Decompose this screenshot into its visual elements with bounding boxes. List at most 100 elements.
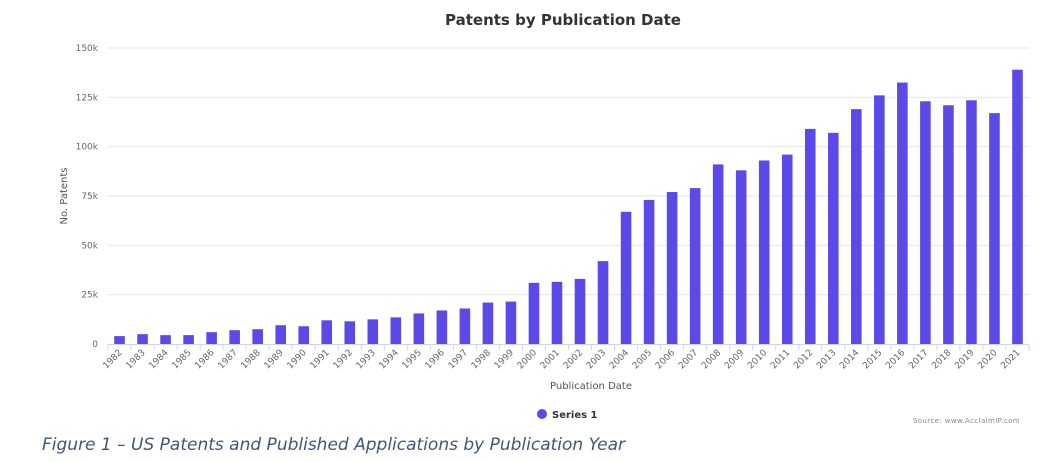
x-tick-label: 2019: [953, 348, 976, 371]
y-tick-label: 100k: [76, 143, 99, 153]
bar-2015[interactable]: [874, 95, 885, 344]
x-tick-label: 2002: [562, 348, 585, 371]
x-tick-label: 1985: [170, 348, 193, 371]
x-tick-label: 2008: [700, 348, 723, 371]
bar-1999[interactable]: [505, 301, 517, 344]
x-tick-label: 1995: [401, 348, 424, 371]
x-tick-label: 1996: [424, 348, 447, 371]
x-tick-label: 2015: [861, 348, 884, 371]
x-tick-label: 1982: [101, 348, 124, 371]
x-tick-label: 1993: [355, 348, 378, 371]
x-tick-label: 1983: [124, 348, 147, 371]
y-tick-label: 0: [92, 340, 98, 350]
bar-1990[interactable]: [298, 326, 310, 344]
bar-1982[interactable]: [114, 336, 125, 344]
bar-2016[interactable]: [897, 82, 908, 345]
x-tick-label: 2009: [723, 348, 746, 371]
bar-2019[interactable]: [966, 100, 977, 344]
x-axis-ticks: 1982 1983 1984 1985 1986 1987 1988 1989 1990 1991…: [101, 344, 1030, 371]
y-tick-label: 25k: [81, 291, 98, 301]
x-tick-label: 1991: [309, 348, 332, 371]
bar-2003[interactable]: [597, 261, 609, 344]
bar-1998[interactable]: [482, 302, 494, 344]
bar-1984[interactable]: [160, 335, 171, 344]
bar-2012[interactable]: [804, 128, 816, 344]
legend[interactable]: Series 1: [537, 409, 598, 421]
x-tick-label: 2007: [677, 348, 700, 371]
x-tick-label: 2006: [654, 348, 677, 371]
chart-title: Patents by Publication Date: [445, 11, 681, 29]
y-tick-label: 75k: [81, 192, 98, 202]
bar-1991[interactable]: [321, 320, 333, 344]
bars: [114, 69, 1023, 345]
bar-2004[interactable]: [620, 211, 632, 344]
x-tick-label: 1999: [493, 348, 516, 371]
x-tick-label: 2000: [516, 348, 539, 371]
bar-2014[interactable]: [851, 109, 862, 344]
source-credit: Source: www.AcclaimIP.com: [913, 417, 1020, 425]
y-tick-label: 125k: [76, 93, 99, 103]
x-tick-label: 2014: [838, 348, 861, 371]
x-tick-label: 1997: [447, 348, 470, 371]
x-tick-label: 1990: [286, 348, 309, 371]
x-tick-label: 1984: [147, 348, 170, 371]
bar-2007[interactable]: [689, 188, 701, 344]
bar-1989[interactable]: [275, 325, 286, 344]
y-tick-label: 50k: [81, 241, 98, 251]
x-tick-label: 1987: [216, 348, 239, 371]
bar-1988[interactable]: [252, 329, 263, 344]
bar-2002[interactable]: [574, 278, 586, 344]
x-tick-label: 2021: [999, 348, 1022, 371]
x-tick-label: 1986: [193, 348, 216, 371]
bar-2013[interactable]: [827, 132, 839, 344]
bar-2009[interactable]: [735, 170, 747, 344]
bar-2008[interactable]: [712, 164, 724, 344]
bar-2021[interactable]: [1012, 69, 1023, 344]
figure-caption: Figure 1 – US Patents and Published Appl…: [42, 435, 625, 455]
bar-1997[interactable]: [459, 308, 471, 344]
bar-1993[interactable]: [367, 319, 379, 344]
x-tick-label: 2013: [815, 348, 838, 371]
x-tick-label: 1994: [378, 348, 401, 371]
patents-bar-chart: Patents by Publication Date 0 25k 50k 75k 10…: [59, 11, 1030, 425]
y-tick-label: 150k: [76, 44, 99, 54]
bar-1995[interactable]: [413, 313, 425, 344]
bar-1994[interactable]: [390, 317, 402, 344]
legend-marker[interactable]: [537, 409, 547, 419]
bar-2001[interactable]: [551, 281, 563, 344]
bar-2010[interactable]: [758, 160, 770, 344]
x-tick-label: 2018: [930, 348, 953, 371]
bar-2020[interactable]: [989, 113, 1000, 345]
x-tick-label: 1989: [263, 348, 286, 371]
x-tick-label: 1992: [332, 348, 355, 371]
x-tick-label: 2012: [792, 348, 815, 371]
bar-1986[interactable]: [206, 332, 217, 344]
x-tick-label: 2016: [884, 348, 907, 371]
x-tick-label: 2001: [539, 348, 562, 371]
bar-1992[interactable]: [344, 321, 356, 344]
bar-2000[interactable]: [528, 282, 540, 344]
bar-2017[interactable]: [920, 101, 931, 344]
x-tick-label: 2020: [976, 348, 999, 371]
bar-2006[interactable]: [666, 192, 678, 344]
x-tick-label: 2003: [585, 348, 608, 371]
x-tick-label: 1988: [240, 348, 263, 371]
bar-2005[interactable]: [643, 199, 655, 344]
x-tick-label: 2004: [608, 348, 631, 371]
bar-2011[interactable]: [781, 154, 793, 344]
bar-2018[interactable]: [943, 105, 954, 344]
gridlines: [108, 47, 1029, 296]
y-axis-title: No. Patents: [59, 167, 70, 224]
bar-1985[interactable]: [183, 335, 194, 344]
x-tick-label: 2010: [746, 348, 769, 371]
x-tick-label: 2017: [907, 348, 930, 371]
x-tick-label: 2005: [631, 348, 654, 371]
x-tick-label: 1998: [470, 348, 493, 371]
bar-1983[interactable]: [137, 334, 148, 344]
bar-1996[interactable]: [436, 310, 448, 344]
y-axis-ticks: 0 25k 50k 75k 100k 125k 150k: [76, 44, 99, 350]
x-axis-title: Publication Date: [550, 381, 632, 392]
bar-1987[interactable]: [229, 330, 240, 344]
x-tick-label: 2011: [769, 348, 792, 371]
legend-series-label[interactable]: Series 1: [552, 410, 598, 421]
